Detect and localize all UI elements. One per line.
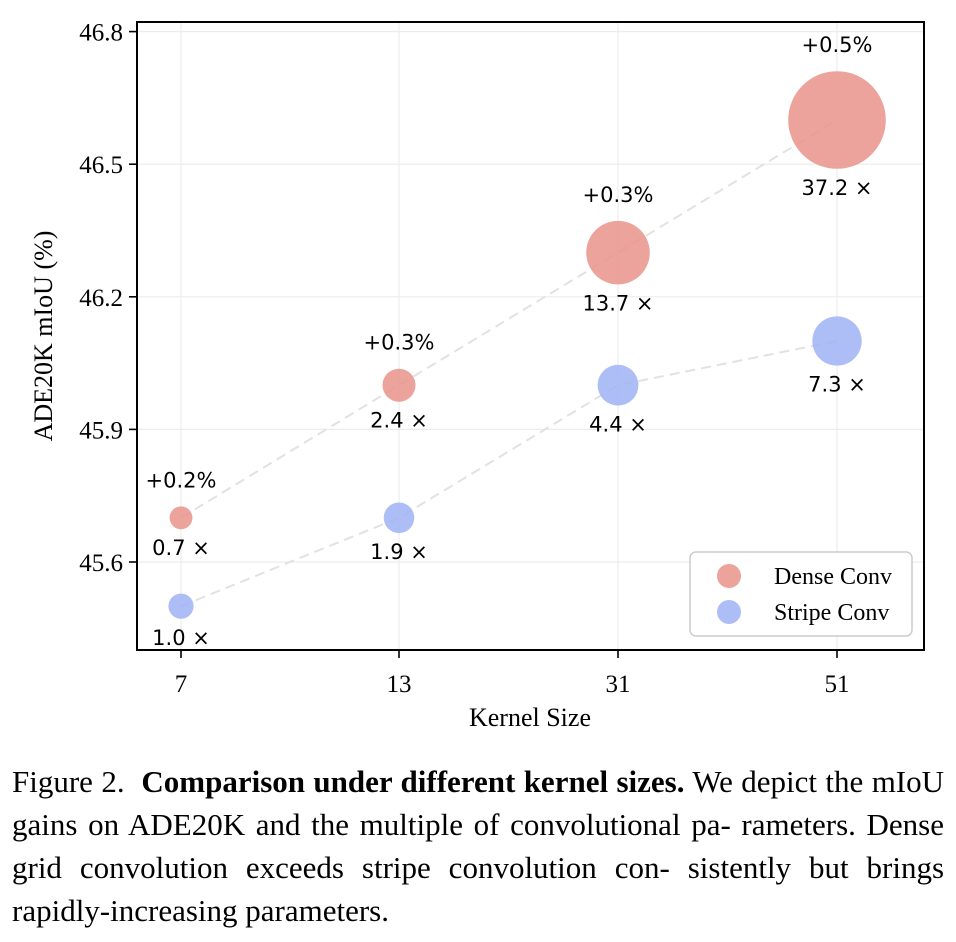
caption-line: rameters. Dense grid convolution exceeds… [12,807,944,885]
y-tick-label: 45.6 [79,550,123,577]
data-labels: 0.7 × +0.2% 2.4 × +0.3% 13.7 × +0.3% 37.2 × +0.… [146,33,873,650]
gain-label: +0.3% [364,331,435,355]
size-label-stripe-conv: 4.4 × [589,413,647,437]
gain-label: +0.2% [146,468,217,492]
size-label-dense-conv: 13.7 × [582,291,653,315]
point-dense-conv [382,368,416,402]
x-tick-label: 51 [825,671,850,698]
legend-box [689,551,913,637]
point-dense-conv [586,220,650,285]
size-label-stripe-conv: 1.9 × [370,540,428,564]
caption-line: sistently but brings rapidly-increasing … [12,850,945,928]
y-tick-label: 46.2 [79,285,123,312]
x-tick-label: 13 [387,671,412,698]
data-points [168,71,886,619]
legend: Dense Conv Stripe Conv [689,551,913,637]
legend-marker-stripe-conv [717,600,741,624]
point-stripe-conv [597,364,639,406]
x-tick-label: 7 [175,671,188,698]
size-label-dense-conv: 2.4 × [370,409,428,433]
size-label-dense-conv: 37.2 × [801,176,872,200]
caption-line: We depict [692,764,818,799]
legend-label-stripe-conv: Stripe Conv [774,600,889,626]
y-axis-label: ADE20K mIoU (%) [29,231,58,442]
plot-frame [136,21,925,651]
series-lines [180,119,838,608]
series-line-dense-conv [180,119,838,519]
x-axis-ticks: 7 13 31 51 [175,650,850,698]
size-label-stripe-conv: 7.3 × [808,373,866,397]
point-stripe-conv [383,502,415,534]
y-tick-label: 46.5 [79,152,123,179]
gain-label: +0.5% [802,33,873,57]
y-tick-label: 46.8 [79,20,123,47]
y-axis-ticks: 45.6 45.9 46.2 46.5 46.8 [79,20,137,577]
size-label-dense-conv: 0.7 × [152,536,210,560]
figure-label: Figure 2. [12,764,125,799]
figure-caption: Figure 2. Comparison under different ker… [12,760,944,932]
y-tick-label: 45.9 [79,417,123,444]
x-tick-label: 31 [606,671,631,698]
point-dense-conv [788,71,886,169]
point-dense-conv [169,506,193,530]
caption-line: the mIoU gains on ADE20K and the multipl… [12,764,945,842]
point-stripe-conv [168,593,194,619]
point-stripe-conv [812,316,862,366]
x-axis-label: Kernel Size [469,703,591,732]
legend-marker-dense-conv [717,564,741,588]
caption-title: Comparison under different kernel sizes. [141,764,685,799]
kernel-size-chart: 0.7 × +0.2% 2.4 × +0.3% 13.7 × +0.3% 37.2 × +0.… [29,20,925,732]
size-label-stripe-conv: 1.0 × [152,626,210,650]
series-line-stripe-conv [180,340,838,608]
gain-label: +0.3% [583,183,654,207]
legend-label-dense-conv: Dense Conv [774,564,892,590]
